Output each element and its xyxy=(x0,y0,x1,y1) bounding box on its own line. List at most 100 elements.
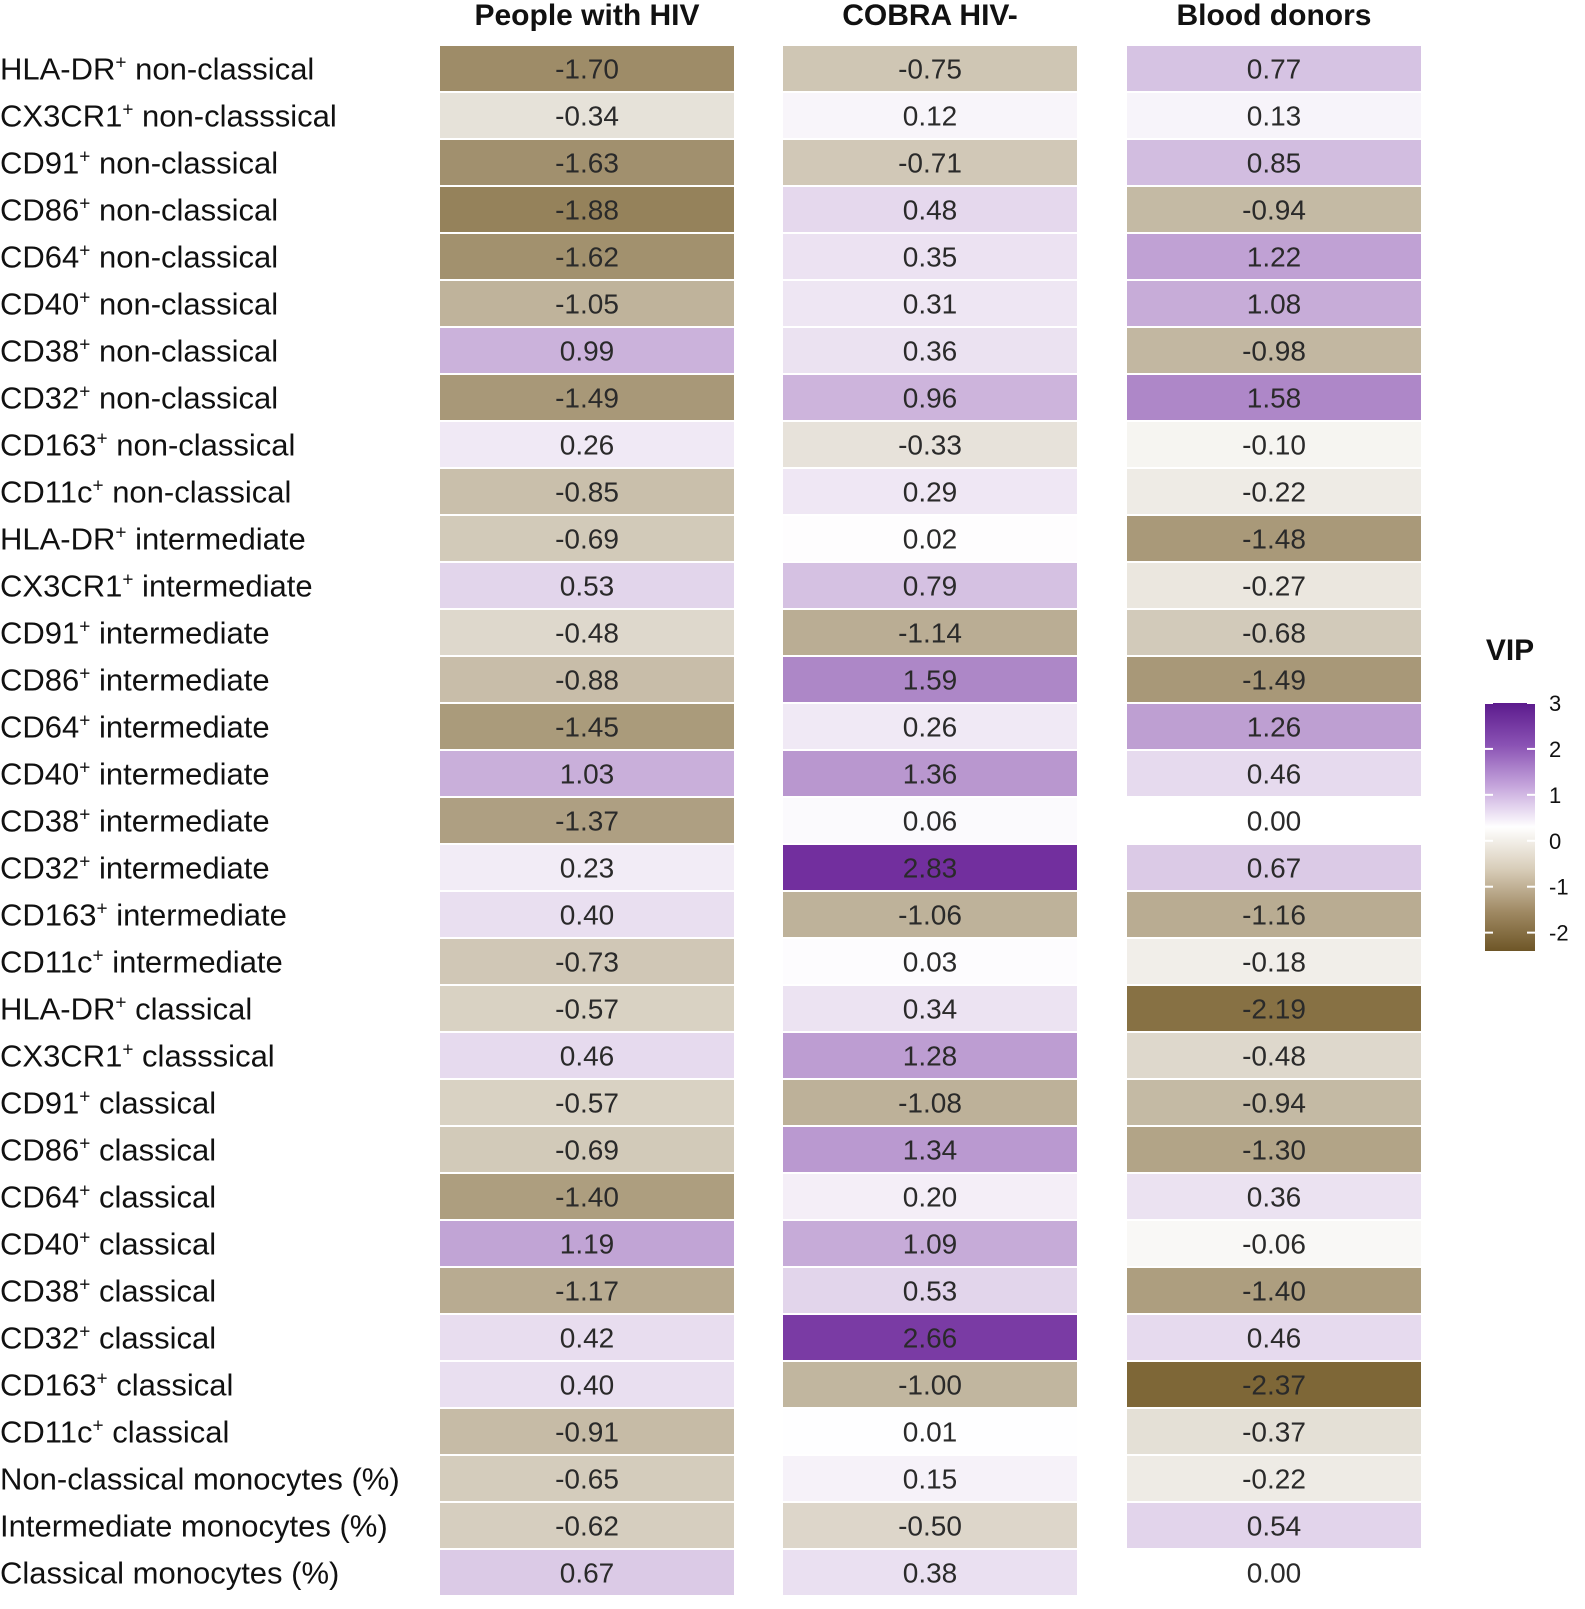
heatmap-cell xyxy=(440,939,734,984)
heatmap-cell xyxy=(440,1174,734,1219)
cell-value-label: 0.23 xyxy=(560,853,615,884)
heatmap-cell xyxy=(440,1080,734,1125)
cell-value-label: -1.45 xyxy=(555,712,619,743)
heatmap-cell xyxy=(440,328,734,373)
heatmap-cell xyxy=(1127,892,1421,937)
heatmap-cell xyxy=(1127,704,1421,749)
cell-value-label: 2.66 xyxy=(903,1323,958,1354)
cell-value-label: 0.99 xyxy=(560,336,615,367)
cell-value-label: 0.79 xyxy=(903,571,958,602)
cell-value-label: 1.28 xyxy=(903,1041,958,1072)
row-label: CD32+ intermediate xyxy=(0,851,270,886)
cell-value-label: -0.37 xyxy=(1242,1417,1306,1448)
row-label: CD64+ non-classical xyxy=(0,240,278,275)
row-label: CD11c+ classical xyxy=(0,1415,229,1450)
heatmap-cell xyxy=(783,751,1077,796)
cell-value-label: -0.68 xyxy=(1242,618,1306,649)
cell-value-label: -0.65 xyxy=(555,1464,619,1495)
cell-value-label: -0.10 xyxy=(1242,430,1306,461)
row-label: CD40+ non-classical xyxy=(0,287,278,322)
heatmap-cell xyxy=(1127,1080,1421,1125)
row-label: CD86+ classical xyxy=(0,1133,216,1168)
heatmap-cell xyxy=(783,1550,1077,1595)
heatmap-cell xyxy=(783,1221,1077,1266)
heatmap-cell xyxy=(783,1174,1077,1219)
cell-value-label: 0.36 xyxy=(1247,1182,1302,1213)
cell-value-label: -0.71 xyxy=(898,148,962,179)
cell-value-label: 0.36 xyxy=(903,336,958,367)
heatmap-cell xyxy=(783,1456,1077,1501)
cell-value-label: -1.16 xyxy=(1242,900,1306,931)
heatmap-cell xyxy=(783,93,1077,138)
cell-value-label: 1.34 xyxy=(903,1135,958,1166)
heatmap-cell xyxy=(783,1268,1077,1313)
column-header: COBRA HIV- xyxy=(842,0,1018,32)
heatmap-cell xyxy=(440,986,734,1031)
heatmap-cell xyxy=(440,140,734,185)
cell-value-label: -0.57 xyxy=(555,1088,619,1119)
legend-tick-label: 0 xyxy=(1549,829,1561,854)
heatmap-cell xyxy=(783,892,1077,937)
cell-value-label: -1.30 xyxy=(1242,1135,1306,1166)
heatmap-cell xyxy=(440,892,734,937)
cell-value-label: -0.98 xyxy=(1242,336,1306,367)
heatmap-cell xyxy=(1127,939,1421,984)
heatmap-cell xyxy=(1127,798,1421,843)
heatmap-cell xyxy=(783,1127,1077,1172)
row-label: CX3CR1+ non-classsical xyxy=(0,99,337,134)
row-label: CD38+ non-classical xyxy=(0,334,278,369)
cell-value-label: -0.50 xyxy=(898,1511,962,1542)
cell-value-label: -0.69 xyxy=(555,524,619,555)
cell-value-label: 0.26 xyxy=(903,712,958,743)
row-label: CD40+ intermediate xyxy=(0,757,270,792)
heatmap-cell xyxy=(440,46,734,91)
heatmap-cell xyxy=(783,1315,1077,1360)
legend-colorbar xyxy=(1485,703,1535,951)
legend-tick-label: 3 xyxy=(1549,691,1561,716)
column-header: People with HIV xyxy=(474,0,699,32)
heatmap-cell xyxy=(440,610,734,655)
heatmap-cell xyxy=(783,704,1077,749)
cell-value-label: -1.37 xyxy=(555,806,619,837)
cell-value-label: -0.06 xyxy=(1242,1229,1306,1260)
row-label: CD86+ intermediate xyxy=(0,663,270,698)
cell-value-label: -0.94 xyxy=(1242,1088,1306,1119)
cell-value-label: -1.14 xyxy=(898,618,962,649)
heatmap-cell xyxy=(783,1409,1077,1454)
cell-value-label: -1.40 xyxy=(555,1182,619,1213)
cell-value-label: 0.12 xyxy=(903,101,958,132)
cell-value-label: -0.18 xyxy=(1242,947,1306,978)
cell-value-label: 2.83 xyxy=(903,853,958,884)
heatmap-cell xyxy=(1127,1174,1421,1219)
heatmap-cell xyxy=(1127,375,1421,420)
row-label: CX3CR1+ intermediate xyxy=(0,569,313,604)
heatmap-cell xyxy=(440,1033,734,1078)
heatmap-cell xyxy=(440,1456,734,1501)
cell-value-label: -2.37 xyxy=(1242,1370,1306,1401)
heatmap-cell xyxy=(783,798,1077,843)
row-label: CD38+ intermediate xyxy=(0,804,270,839)
heatmap-cell xyxy=(783,1362,1077,1407)
cell-value-label: -0.33 xyxy=(898,430,962,461)
heatmap-cell xyxy=(783,563,1077,608)
row-label: Classical monocytes (%) xyxy=(0,1556,339,1591)
cell-value-label: 1.36 xyxy=(903,759,958,790)
cell-value-label: 0.54 xyxy=(1247,1511,1302,1542)
cell-value-label: -1.06 xyxy=(898,900,962,931)
heatmap-cell xyxy=(1127,281,1421,326)
heatmap-cell xyxy=(783,140,1077,185)
heatmap-cell xyxy=(783,1033,1077,1078)
cell-value-label: -1.05 xyxy=(555,289,619,320)
row-label: CD40+ classical xyxy=(0,1227,216,1262)
cell-value-label: 0.48 xyxy=(903,195,958,226)
heatmap-cell xyxy=(1127,422,1421,467)
heatmap-cell xyxy=(1127,845,1421,890)
cell-value-label: 1.59 xyxy=(903,665,958,696)
heatmap-cell xyxy=(1127,1127,1421,1172)
heatmap-cell xyxy=(783,328,1077,373)
heatmap-cell xyxy=(1127,751,1421,796)
row-label: HLA-DR+ classical xyxy=(0,992,252,1027)
heatmap-cell xyxy=(1127,1550,1421,1595)
cell-value-label: 0.01 xyxy=(903,1417,958,1448)
heatmap-cell xyxy=(1127,1033,1421,1078)
